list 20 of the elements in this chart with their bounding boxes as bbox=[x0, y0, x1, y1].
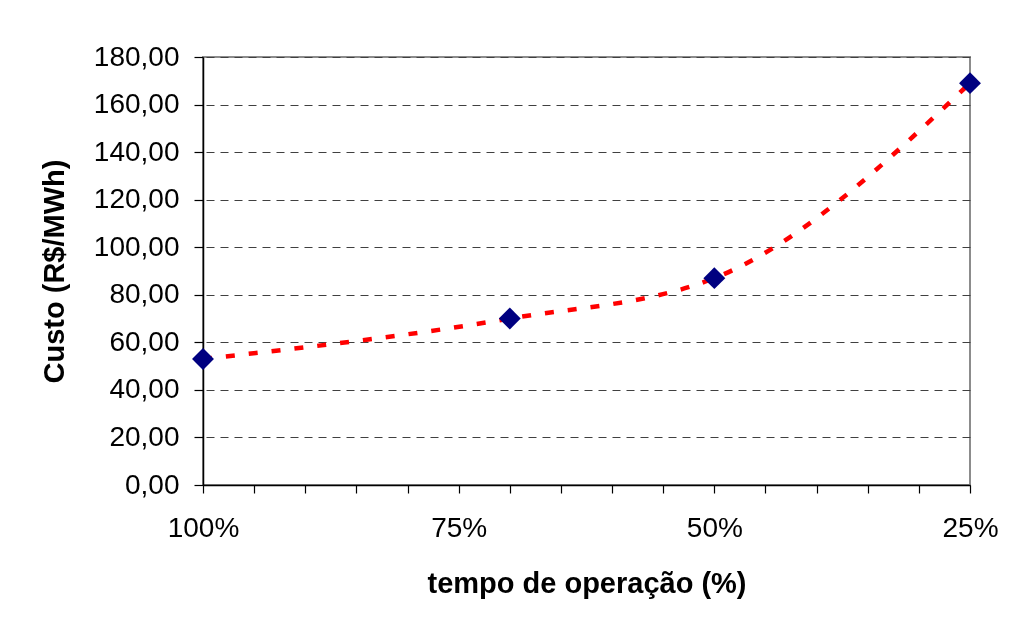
x-tick-label: 75% bbox=[431, 511, 488, 543]
y-tick-label: 140,00 bbox=[93, 135, 180, 167]
y-tick-label: 20,00 bbox=[109, 420, 180, 452]
point bbox=[703, 267, 726, 290]
x-tick-label: 100% bbox=[167, 511, 240, 543]
y-tick-label: 160,00 bbox=[93, 88, 180, 120]
x-tick-label: 25% bbox=[942, 511, 999, 543]
x-tick-label: 50% bbox=[686, 511, 743, 543]
y-tick-label: 100,00 bbox=[93, 230, 180, 262]
x-axis-title: tempo de operação (%) bbox=[427, 566, 747, 599]
y-axis-title: Custo (R$/MWh) bbox=[37, 159, 70, 384]
y-tick-label: 60,00 bbox=[109, 325, 180, 357]
y-tick-label: 80,00 bbox=[109, 278, 180, 310]
point bbox=[192, 348, 214, 370]
y-tick-label: 120,00 bbox=[93, 183, 180, 215]
point bbox=[498, 307, 521, 330]
y-tick-label: 0,00 bbox=[125, 468, 180, 500]
point bbox=[959, 72, 981, 95]
y-tick-label: 180,00 bbox=[93, 40, 180, 72]
y-tick-label: 40,00 bbox=[109, 373, 180, 405]
